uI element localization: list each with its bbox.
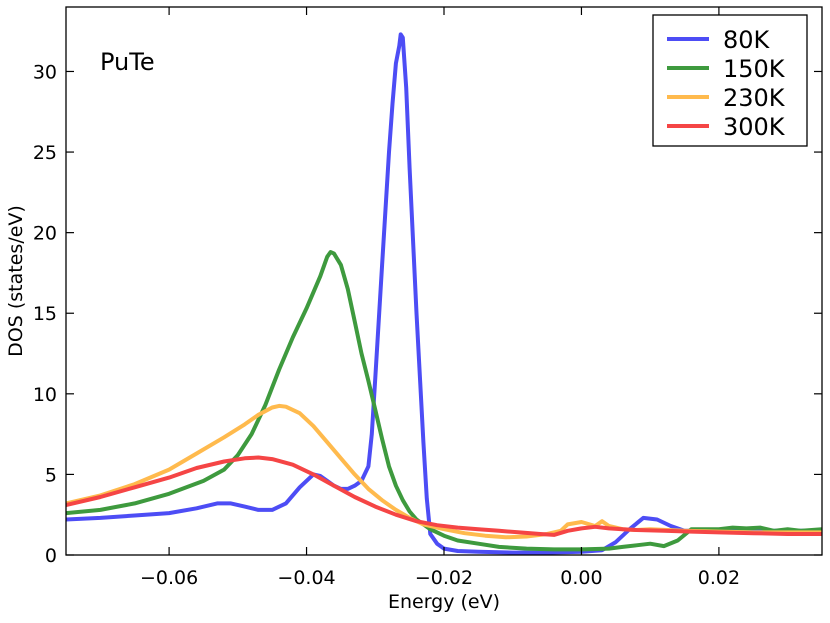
- legend-label-80k: 80K: [723, 26, 771, 54]
- y-tick-label: 0: [45, 545, 57, 567]
- y-tick-label: 15: [33, 303, 57, 325]
- y-tick-label: 5: [45, 464, 57, 486]
- x-tick-label: −0.02: [415, 567, 473, 589]
- x-tick-label: 0.02: [698, 567, 740, 589]
- x-tick-label: −0.06: [140, 567, 198, 589]
- series-line-80k: [66, 32, 822, 555]
- annotation-label: PuTe: [100, 48, 155, 76]
- legend-label-230k: 230K: [723, 84, 786, 112]
- legend-label-150k: 150K: [723, 55, 786, 83]
- x-tick-label: −0.04: [277, 567, 335, 589]
- x-tick-label: 0.00: [560, 567, 602, 589]
- plot-frame: [65, 6, 823, 556]
- x-axis-label: Energy (eV): [388, 591, 500, 613]
- y-tick-label: 25: [33, 142, 57, 164]
- y-tick-label: 20: [33, 223, 57, 245]
- series-line-300k: [66, 455, 822, 537]
- y-tick-label: 30: [33, 61, 57, 83]
- y-tick-label: 10: [33, 384, 57, 406]
- y-axis-label: DOS (states/eV): [5, 205, 27, 357]
- legend-label-300k: 300K: [723, 113, 786, 141]
